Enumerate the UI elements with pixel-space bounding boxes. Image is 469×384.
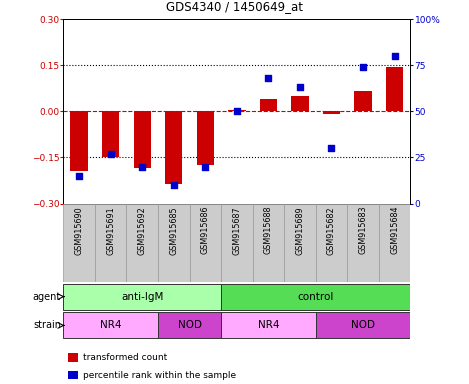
- Point: [76, 173, 83, 179]
- Bar: [63, 204, 95, 282]
- Bar: [221, 313, 316, 338]
- Text: GDS4340 / 1450649_at: GDS4340 / 1450649_at: [166, 0, 303, 13]
- Bar: [347, 204, 379, 282]
- Bar: [102, 111, 119, 157]
- Bar: [165, 111, 182, 184]
- Text: NOD: NOD: [178, 320, 202, 331]
- Bar: [355, 91, 372, 111]
- Bar: [316, 313, 410, 338]
- Bar: [63, 313, 158, 338]
- Bar: [386, 67, 403, 111]
- Text: GSM915690: GSM915690: [75, 206, 83, 255]
- Text: GSM915685: GSM915685: [169, 206, 178, 255]
- Bar: [70, 111, 88, 171]
- Text: GSM915683: GSM915683: [358, 206, 368, 254]
- Bar: [158, 204, 189, 282]
- Bar: [260, 99, 277, 111]
- Text: GSM915689: GSM915689: [295, 206, 304, 255]
- Text: GSM915692: GSM915692: [138, 206, 147, 255]
- Point: [359, 64, 367, 70]
- Bar: [221, 204, 253, 282]
- Text: anti-IgM: anti-IgM: [121, 291, 163, 302]
- Point: [107, 151, 114, 157]
- Bar: [253, 204, 284, 282]
- Bar: [291, 96, 309, 111]
- Text: NR4: NR4: [257, 320, 279, 331]
- Bar: [316, 204, 347, 282]
- Text: GSM915691: GSM915691: [106, 206, 115, 255]
- Point: [202, 164, 209, 170]
- Bar: [197, 111, 214, 165]
- Text: NOD: NOD: [351, 320, 375, 331]
- Text: strain: strain: [33, 320, 61, 331]
- Text: GSM915687: GSM915687: [232, 206, 242, 255]
- Bar: [284, 204, 316, 282]
- Bar: [323, 111, 340, 114]
- Point: [391, 53, 398, 59]
- Point: [328, 145, 335, 151]
- Bar: [221, 284, 410, 310]
- Point: [296, 84, 304, 91]
- Text: GSM915686: GSM915686: [201, 206, 210, 254]
- Text: transformed count: transformed count: [83, 353, 167, 362]
- Text: GSM915688: GSM915688: [264, 206, 273, 254]
- Point: [265, 75, 272, 81]
- Text: GSM915684: GSM915684: [390, 206, 399, 254]
- Bar: [189, 204, 221, 282]
- Bar: [228, 110, 246, 111]
- Text: control: control: [297, 291, 334, 302]
- Bar: [63, 284, 221, 310]
- Bar: [134, 111, 151, 168]
- Bar: [158, 313, 221, 338]
- Bar: [127, 204, 158, 282]
- Bar: [379, 204, 410, 282]
- Point: [138, 164, 146, 170]
- Text: GSM915682: GSM915682: [327, 206, 336, 255]
- Bar: [95, 204, 127, 282]
- Point: [233, 108, 241, 114]
- Text: NR4: NR4: [100, 320, 121, 331]
- Text: percentile rank within the sample: percentile rank within the sample: [83, 371, 236, 380]
- Point: [170, 182, 177, 188]
- Text: agent: agent: [33, 291, 61, 302]
